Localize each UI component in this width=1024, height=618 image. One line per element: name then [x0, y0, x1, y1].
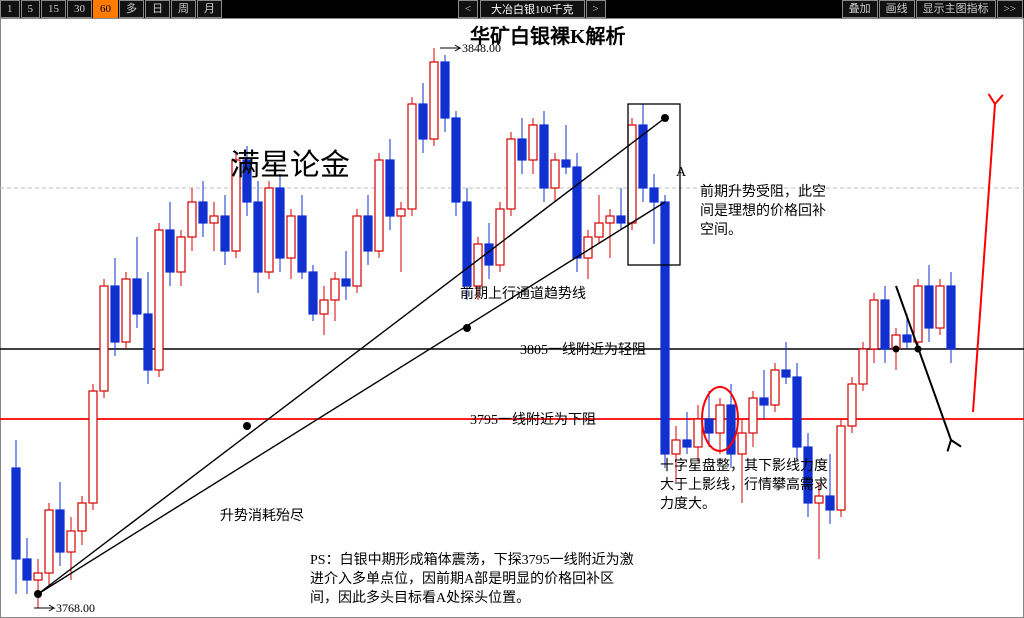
- annotation: 前期升势受阻，此空间是理想的价格回补空间。: [700, 184, 826, 241]
- candlestick-chart: 华矿白银裸K解析满星论金前期上行通道趋势线3805一线附近为轻阻3795一线附近…: [0, 18, 1024, 618]
- annotation: 3795一线附近为下阻: [470, 412, 596, 431]
- annotation: PS：白银中期形成箱体震荡，下探3795一线附近为激进介入多单点位，因前期A部是…: [310, 552, 634, 609]
- instrument-title: 大冶白银100千克: [480, 0, 585, 18]
- annotation: 前期上行通道趋势线: [460, 286, 586, 305]
- timeframe-5[interactable]: 5: [21, 0, 41, 18]
- annotation: 升势消耗殆尽: [220, 508, 304, 527]
- timeframe-月[interactable]: 月: [197, 0, 222, 18]
- timeframe-日[interactable]: 日: [145, 0, 170, 18]
- timeframe-周[interactable]: 周: [171, 0, 196, 18]
- price-low-label: 3768.00: [56, 601, 95, 616]
- annotation: A: [676, 164, 686, 183]
- timeframe-60[interactable]: 60: [93, 0, 118, 18]
- price-high-label: 3848.00: [462, 41, 501, 56]
- timeframe-30[interactable]: 30: [67, 0, 92, 18]
- timeframe-1[interactable]: 1: [0, 0, 20, 18]
- timeframe-toolbar: 15153060多日周月 < 大冶白银100千克 > 叠加画线显示主图指标>>: [0, 0, 1024, 18]
- timeframe-多[interactable]: 多: [119, 0, 144, 18]
- nav-next-button[interactable]: >: [586, 0, 606, 18]
- annotation: 满星论金: [230, 146, 350, 187]
- toolbar-显示主图指标[interactable]: 显示主图指标: [916, 0, 996, 18]
- annotation: 3805一线附近为轻阻: [520, 342, 646, 361]
- nav-prev-button[interactable]: <: [458, 0, 478, 18]
- toolbar-画线[interactable]: 画线: [879, 0, 915, 18]
- toolbar->>[interactable]: >>: [997, 0, 1023, 18]
- toolbar-叠加[interactable]: 叠加: [842, 0, 878, 18]
- timeframe-15[interactable]: 15: [41, 0, 66, 18]
- annotation: 十字星盘整，其下影线力度大于上影线，行情攀高需求力度大。: [660, 458, 828, 515]
